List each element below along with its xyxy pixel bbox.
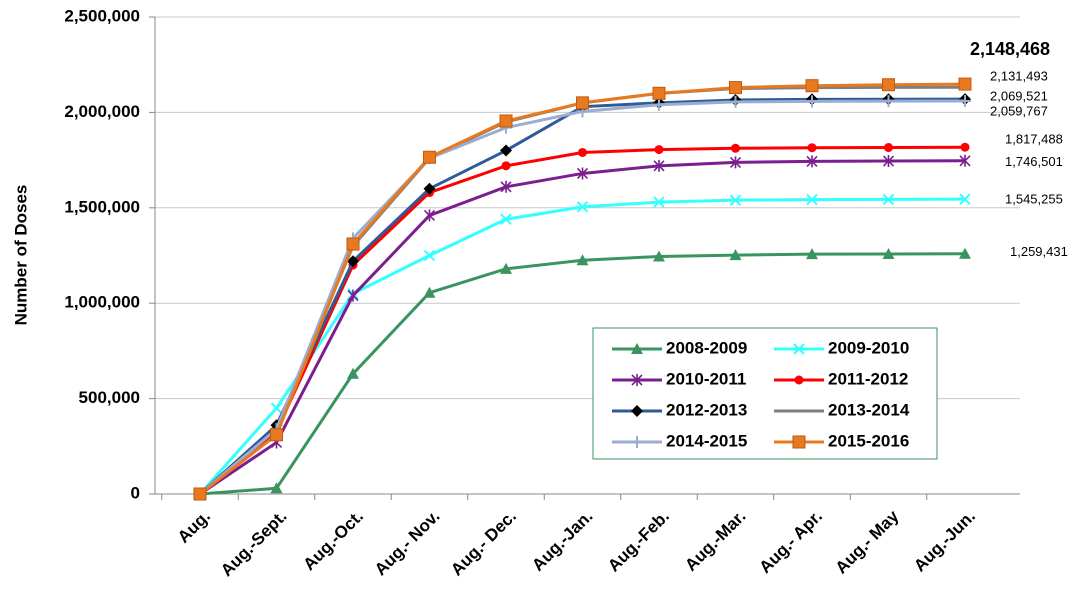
marker: [576, 254, 589, 266]
marker: [806, 155, 818, 168]
marker: [270, 428, 283, 442]
marker: [631, 343, 643, 354]
marker: [501, 161, 511, 171]
marker: [729, 249, 742, 261]
marker: [653, 250, 665, 262]
marker: [347, 289, 359, 302]
marker: [270, 402, 283, 414]
marker: [653, 98, 665, 111]
x-tick-label: Aug.-Mar.: [681, 507, 749, 575]
marker: [884, 143, 893, 153]
marker: [193, 487, 207, 501]
x-tick-label: Aug.- May: [832, 506, 903, 577]
marker: [792, 435, 806, 449]
marker: [423, 209, 436, 222]
marker: [653, 159, 665, 172]
value-label: 1,545,255: [1005, 192, 1063, 207]
marker: [882, 78, 895, 92]
marker: [807, 143, 817, 153]
marker: [805, 79, 819, 93]
marker: [347, 255, 359, 268]
y-axis-title: Number of Doses: [11, 185, 30, 326]
marker: [882, 95, 895, 108]
marker: [959, 154, 971, 167]
value-label: 2,148,468: [970, 39, 1050, 59]
marker: [652, 86, 666, 100]
marker: [806, 248, 818, 260]
marker: [346, 237, 360, 251]
marker: [882, 247, 895, 259]
marker: [500, 213, 512, 225]
legend-label: 2012-2013: [666, 400, 747, 419]
marker: [806, 193, 818, 206]
y-tick-label: 2,500,000: [64, 6, 140, 25]
marker: [631, 405, 643, 417]
marker: [631, 374, 643, 386]
marker: [576, 201, 589, 213]
y-tick-label: 1,000,000: [64, 293, 140, 312]
marker: [654, 145, 664, 155]
y-tick-label: 0: [131, 483, 140, 502]
marker: [729, 156, 742, 169]
legend-label: 2008-2009: [666, 338, 747, 357]
marker: [959, 94, 971, 107]
value-label: 1,259,431: [1010, 244, 1068, 259]
legend-label: 2014-2015: [666, 431, 747, 450]
marker: [500, 144, 512, 157]
marker: [882, 193, 895, 206]
x-tick-label: Aug.- Dec.: [447, 507, 520, 580]
marker: [631, 436, 643, 448]
series: [194, 154, 971, 500]
marker: [959, 247, 971, 259]
marker: [794, 375, 804, 385]
y-tick-label: 2,000,000: [64, 102, 140, 121]
x-tick-label: Aug.- Apr.: [756, 507, 826, 577]
marker: [731, 143, 740, 153]
marker: [423, 286, 436, 298]
marker: [270, 482, 283, 494]
value-label: 1,746,501: [1005, 154, 1063, 169]
marker: [500, 180, 512, 193]
marker: [729, 194, 742, 206]
marker: [959, 193, 971, 205]
marker: [423, 249, 436, 262]
x-tick-label: Aug.-Jan.: [528, 507, 596, 575]
legend-label: 2013-2014: [828, 400, 910, 419]
marker: [576, 96, 589, 110]
x-tick-label: Aug.-Sept.: [217, 507, 291, 581]
marker: [423, 150, 436, 164]
x-tick-label: Aug.-Feb.: [604, 507, 673, 576]
y-tick-label: 1,500,000: [64, 197, 140, 216]
x-tick-label: Aug.: [174, 507, 214, 547]
value-label: 1,817,488: [1005, 132, 1063, 147]
x-tick-label: Aug.- Nov.: [371, 507, 444, 580]
marker: [423, 182, 436, 195]
value-label: 2,059,767: [990, 103, 1048, 118]
marker: [806, 95, 818, 108]
marker: [500, 262, 512, 274]
series: [193, 77, 972, 501]
x-tick-label: Aug.-Oct.: [299, 507, 367, 575]
legend-label: 2015-2016: [828, 431, 909, 450]
marker: [578, 147, 587, 157]
marker: [576, 167, 589, 180]
marker: [729, 81, 742, 95]
marker: [729, 95, 742, 108]
marker: [499, 114, 513, 128]
legend-label: 2010-2011: [666, 369, 746, 388]
marker: [653, 196, 665, 208]
value-label: 2,069,521: [990, 89, 1048, 104]
x-tick-label: Aug.-Jun.: [910, 507, 979, 576]
marker: [793, 343, 805, 355]
marker: [347, 367, 359, 379]
marker: [958, 77, 972, 91]
marker: [960, 142, 970, 152]
y-tick-label: 500,000: [79, 388, 140, 407]
value-label: 2,131,493: [990, 69, 1048, 84]
legend-label: 2011-2012: [828, 369, 908, 388]
marker: [882, 155, 895, 168]
legend-label: 2009-2010: [828, 338, 909, 357]
